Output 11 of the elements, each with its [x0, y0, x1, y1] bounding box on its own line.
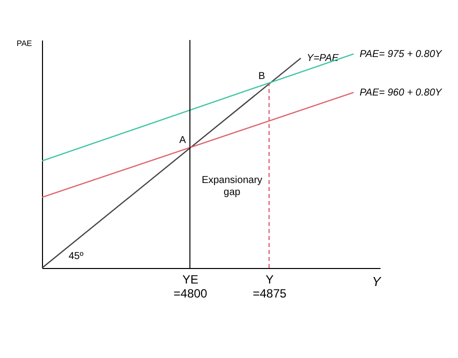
- series-label: Y=PAE: [306, 53, 339, 64]
- x-tick-label: Y =4875: [252, 272, 287, 300]
- y-axis-title: PAE: [16, 39, 32, 48]
- series-label: PAE= 975 + 0.80Y: [360, 48, 444, 60]
- x-axis-title: Y: [372, 274, 382, 289]
- annotation: Expansionary gap: [202, 175, 262, 198]
- annotation: A: [179, 135, 186, 146]
- x-tick-label: YE =4800: [174, 272, 208, 300]
- series-label: PAE= 960 + 0.80Y: [360, 87, 444, 98]
- annotation: B: [258, 70, 266, 82]
- annotation: 45º: [68, 251, 84, 262]
